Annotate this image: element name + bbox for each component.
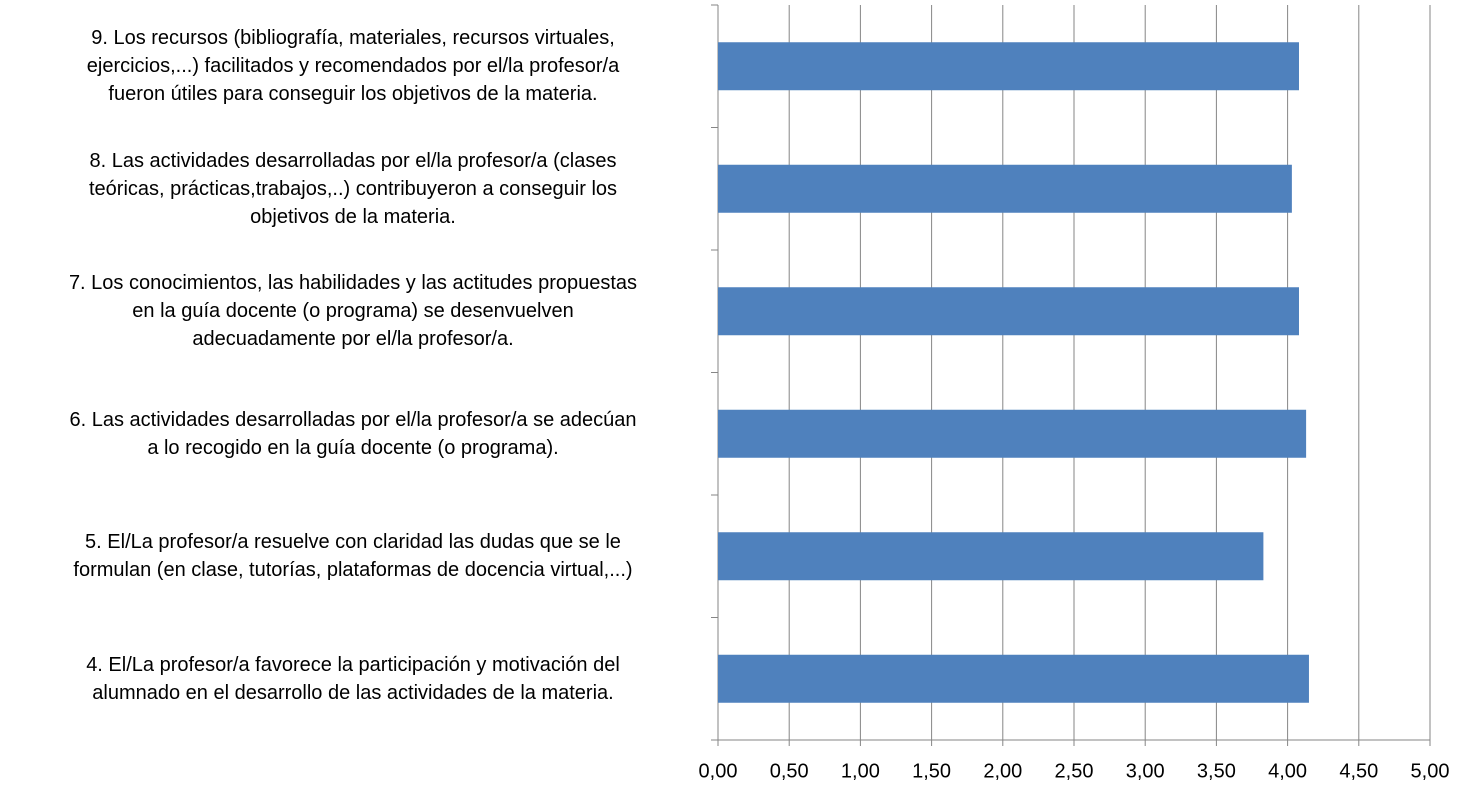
x-tick-label: 1,00 (841, 760, 880, 782)
bar (718, 42, 1299, 91)
x-tick-label: 3,00 (1126, 760, 1165, 782)
x-tick-label: 4,50 (1339, 760, 1378, 782)
bar (718, 409, 1307, 458)
x-tick-label: 2,00 (983, 760, 1022, 782)
category-label: 9. Los recursos (bibliografía, materiale… (86, 27, 620, 106)
category-label: 6. Las actividades desarrolladas por el/… (69, 408, 637, 459)
x-tick-label: 4,00 (1268, 760, 1307, 782)
x-tick-label: 0,50 (770, 760, 809, 782)
bar (718, 164, 1292, 213)
category-label: 5. El/La profesor/a resuelve con clarida… (73, 531, 633, 582)
x-tick-label: 0,00 (699, 760, 738, 782)
x-tick-label: 3,50 (1197, 760, 1236, 782)
x-tick-label: 5,00 (1411, 760, 1450, 782)
category-label: 8. Las actividades desarrolladas por el/… (88, 149, 618, 228)
bar (718, 287, 1299, 336)
bar (718, 532, 1264, 581)
x-tick-label: 1,50 (912, 760, 951, 782)
category-label: 4. El/La profesor/a favorece la particip… (86, 653, 620, 704)
bar (718, 654, 1309, 703)
category-label: 7. Los conocimientos, las habilidades y … (68, 272, 638, 351)
x-tick-label: 2,50 (1055, 760, 1094, 782)
